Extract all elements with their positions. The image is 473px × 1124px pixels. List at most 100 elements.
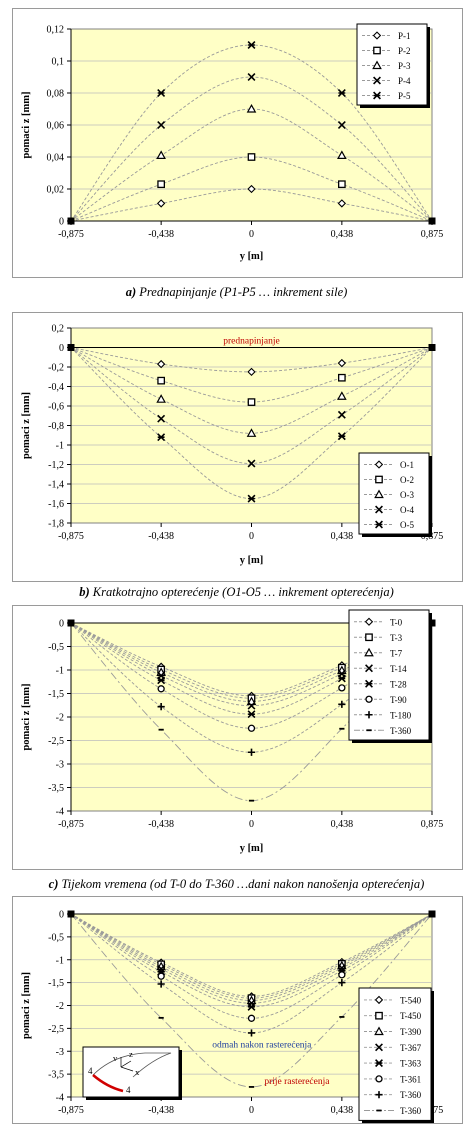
legend-label: O-5 xyxy=(400,520,414,530)
y-tick-label: -3,5 xyxy=(48,1070,64,1081)
y-tick-label: 0,2 xyxy=(52,324,65,335)
chart-panel-1: 0 0,02 0,04 0,06 0,08 0,1 0,12 -0,875 -0,438 0 0,4… xyxy=(12,8,463,278)
inset-label-4a: 4 xyxy=(88,1066,93,1076)
series-curve-T-367 xyxy=(70,913,433,1004)
legend-label: P-5 xyxy=(398,91,411,101)
point-P-4 xyxy=(157,121,166,129)
legend-label: T-540 xyxy=(400,995,422,1005)
y-tick-label: -0,6 xyxy=(48,402,64,413)
x-axis-title: y [m] xyxy=(240,555,264,566)
point-O-4 xyxy=(157,414,166,423)
point-P-4 xyxy=(337,121,346,129)
legend-label: T-363 xyxy=(400,1059,422,1069)
series-curve-O-5 xyxy=(70,347,433,500)
legend-marker-T-0 xyxy=(364,617,374,626)
point-T-363 xyxy=(247,1002,256,1011)
point-P-3 xyxy=(246,103,257,113)
caption-a: a) Prednapinjanje (P1-P5 … inkrement sil… xyxy=(0,285,473,300)
x-tick-label: -0,875 xyxy=(58,531,84,542)
caption-b-letter: b) xyxy=(79,585,90,599)
legend-label: T-360 xyxy=(400,1106,422,1116)
point-P-2 xyxy=(338,180,346,189)
y-tick-label: -2,5 xyxy=(48,736,64,747)
legend-marker-T-3 xyxy=(365,633,373,642)
point-O-4 xyxy=(337,410,346,419)
legend-marker-T-90 xyxy=(365,695,373,703)
y-tick-label: -3 xyxy=(56,760,64,771)
y-tick-label: -3 xyxy=(56,1047,64,1058)
inset-label-4b: 4 xyxy=(126,1085,131,1095)
point-T-28 xyxy=(337,674,346,683)
chart-prednapinjanje: 0 0,02 0,04 0,06 0,08 0,1 0,12 -0,875 -0,438 0 0,4… xyxy=(21,23,443,262)
y-tick-label: -1,8 xyxy=(48,519,64,530)
y-tick-label: 0 xyxy=(59,910,64,921)
y-tick-label: 0 xyxy=(59,619,64,630)
point-P-4 xyxy=(247,73,256,81)
x-tick-label: 0,438 xyxy=(331,531,354,542)
legend-marker-T-360 xyxy=(375,1091,383,1099)
legend-marker-T-28 xyxy=(365,679,373,688)
x-tick-label: 0 xyxy=(249,531,254,542)
point-P-2 xyxy=(157,180,165,189)
legend-marker-T-363 xyxy=(375,1059,383,1068)
legend-marker-T-367 xyxy=(375,1043,383,1052)
series-curve-T-360 xyxy=(70,913,433,1034)
point-O-3 xyxy=(337,391,347,400)
y-tick-label: -1,5 xyxy=(48,978,64,989)
y-tick-label: -4 xyxy=(56,1093,64,1104)
x-tick-label: 0,438 xyxy=(331,1105,354,1116)
point-T-14 xyxy=(247,701,256,710)
legend-marker-T-7 xyxy=(364,647,374,657)
point-T-360 xyxy=(157,980,165,988)
y-tick-label: -2 xyxy=(56,713,64,724)
chart-kratkotrajno: -1,8 -1,6 -1,4 -1,2 -1 -0,8 -0,6 -0,4 -0,2 0 0,2 -0… xyxy=(21,324,443,567)
support-point xyxy=(67,217,75,225)
y-tick-label: -1,6 xyxy=(48,499,64,510)
legend-label: T-90 xyxy=(390,695,407,705)
legend-marker-T-390 xyxy=(374,1026,384,1036)
x-tick-label: -0,438 xyxy=(148,531,174,542)
series-curve-T-28 xyxy=(70,622,433,715)
support-point xyxy=(67,910,75,918)
x-tick-label: 0,438 xyxy=(331,819,354,830)
legend-label: O-1 xyxy=(400,460,414,470)
y-tick-label: -0,5 xyxy=(48,932,64,943)
legend-marker-O-2 xyxy=(375,475,383,484)
x-tick-label: 0 xyxy=(249,1105,254,1116)
point-T-90 xyxy=(247,724,256,732)
support-point xyxy=(428,910,436,918)
x-tick-label: -0,875 xyxy=(58,1105,84,1116)
inset-red-edge xyxy=(92,1074,124,1093)
series-curve-T-363 xyxy=(70,913,433,1008)
y-tick-label: 0,12 xyxy=(47,25,65,36)
x-tick-label: 0 xyxy=(249,229,254,240)
chart-panel-2: -1,8 -1,6 -1,4 -1,2 -1 -0,8 -0,6 -0,4 -0,2 0 0,2 -0… xyxy=(12,312,463,582)
legend-label: T-180 xyxy=(390,710,412,720)
legend-label: T-28 xyxy=(390,679,407,689)
x-axis-title: y [m] xyxy=(240,251,264,262)
support-point xyxy=(67,344,75,351)
y-tick-label: -1 xyxy=(56,666,64,677)
point-T-90 xyxy=(338,684,346,692)
point-T-28 xyxy=(157,676,166,685)
legend-label: P-1 xyxy=(398,31,411,41)
chart-panel-4: -4 -3,5 -3 -2,5 -2 -1,5 -1 -0,5 0 -0,875 -0,438 0 0,… xyxy=(12,896,463,1124)
y-axis-title: pomaci z [mm] xyxy=(21,392,32,459)
legend-marker-O-1 xyxy=(374,460,384,469)
y-tick-label: -1,5 xyxy=(48,689,64,700)
legend-label: O-2 xyxy=(400,475,414,485)
legend-label: T-367 xyxy=(400,1043,422,1053)
point-T-180 xyxy=(247,748,256,756)
x-tick-label: -0,875 xyxy=(58,819,84,830)
legend-marker-P-3 xyxy=(372,60,382,70)
legend-marker-P-2 xyxy=(373,46,381,55)
legend-marker-T-361 xyxy=(375,1075,383,1083)
point-O-1 xyxy=(247,367,256,377)
x-tick-label: 0 xyxy=(249,819,254,830)
y-tick-label: 0,08 xyxy=(47,89,65,100)
legend-marker-P-4 xyxy=(373,76,381,85)
y-tick-label: 0,1 xyxy=(52,57,65,68)
support-point xyxy=(67,619,75,627)
point-O-1 xyxy=(156,359,166,369)
y-tick-label: -4 xyxy=(56,807,64,818)
